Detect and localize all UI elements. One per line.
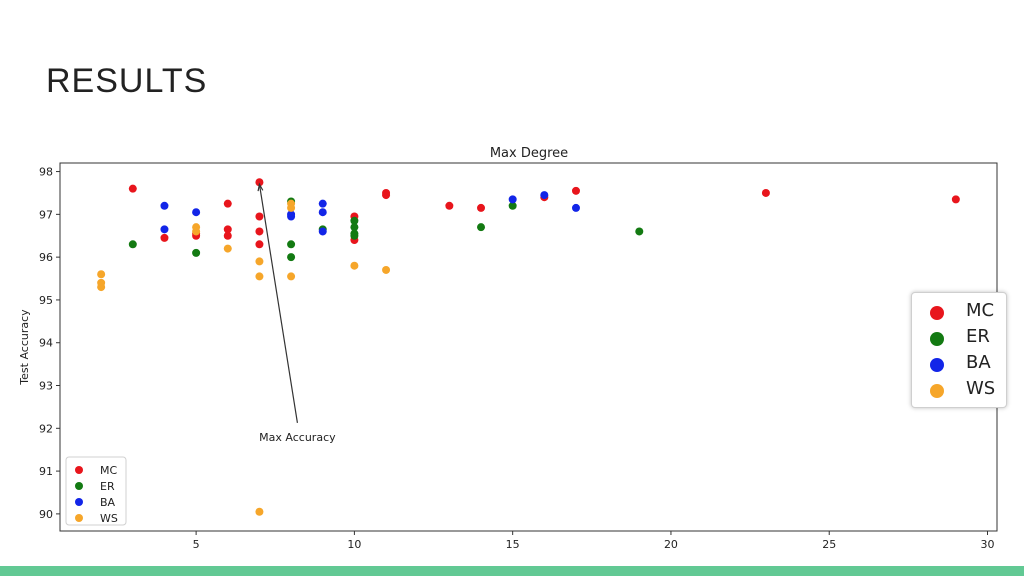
data-point-ws [223,244,232,253]
data-point-mc [255,212,264,221]
data-point-er [508,201,517,210]
data-points [97,178,960,516]
legend-item-ba: BA [912,351,1006,377]
y-tick-label: 96 [39,251,53,264]
footer-accent-bar [0,566,1024,576]
data-point-ws [255,272,264,281]
data-point-ws [350,261,359,270]
y-tick-label: 92 [39,422,53,435]
legend-label-mc: MC [966,300,995,321]
x-tick-label: 15 [506,538,520,551]
chart-legend: MC ER BA WS [65,456,127,526]
x-tick-label: 30 [981,538,995,551]
data-point-ws [97,270,106,279]
ba-marker-icon [930,358,944,372]
annotation-arrow [258,184,299,423]
data-point-ba [540,191,549,200]
legend-marker-er [75,482,83,490]
y-tick-label: 90 [39,508,53,521]
legend-label-ba: BA [100,496,116,509]
data-point-er [635,227,644,236]
annotation-text: Max Accuracy [259,431,336,444]
legend-label-mc: MC [100,464,117,477]
y-tick-label: 95 [39,294,53,307]
data-point-ws [287,203,296,212]
large-legend-overlay: MC ER BA WS [911,292,1007,408]
data-point-mc [160,233,169,242]
data-point-mc [223,199,232,208]
data-point-mc [477,203,486,212]
data-point-ba [160,225,169,234]
er-marker-icon [930,332,944,346]
data-point-ba [192,208,201,217]
chart-title: Max Degree [490,146,568,161]
max-accuracy-annotation: Max Accuracy [257,182,336,444]
legend-marker-mc [75,466,83,474]
data-point-ws [255,257,264,266]
legend-marker-ba [75,498,83,506]
data-point-ba [318,227,327,236]
data-point-er [287,240,296,249]
y-axis-label: Test Accuracy [18,309,31,386]
legend-marker-ws [75,514,83,522]
legend-label-ws: WS [100,512,118,525]
axis-ticks: 5 10 15 20 25 30 90 91 92 93 94 95 96 97 98 [39,166,995,551]
y-tick-label: 93 [39,380,53,393]
y-tick-label: 94 [39,337,53,350]
x-tick-label: 10 [347,538,361,551]
data-point-er [287,253,296,262]
legend-item-ws: WS [912,377,1006,403]
data-point-mc [571,186,580,195]
legend-label-ba: BA [966,352,991,373]
data-point-mc [951,195,960,204]
data-point-ba [287,212,296,221]
data-point-ws [97,283,106,292]
data-point-mc [445,201,454,210]
data-point-ba [318,199,327,208]
data-point-ba [160,201,169,210]
data-point-er [128,240,137,249]
y-tick-label: 98 [39,166,53,179]
y-tick-label: 91 [39,465,53,478]
data-point-ws [287,272,296,281]
data-point-mc [382,191,391,200]
data-point-er [350,216,359,225]
data-point-mc [255,178,264,187]
data-point-ba [508,195,517,204]
data-point-mc [223,225,232,234]
x-tick-label: 20 [664,538,678,551]
data-point-ba [571,203,580,212]
y-tick-label: 97 [39,208,53,221]
ws-marker-icon [930,384,944,398]
data-point-er [350,231,359,240]
annotation-arrowhead [257,182,264,192]
legend-label-er: ER [100,480,115,493]
data-point-er [192,248,201,257]
legend-item-er: ER [912,325,1006,351]
data-point-mc [255,227,264,236]
legend-item-mc: MC [912,299,1006,325]
plot-area-frame [59,162,998,532]
mc-marker-icon [930,306,944,320]
x-tick-label: 25 [822,538,836,551]
data-point-er [477,223,486,232]
data-point-mc [255,240,264,249]
slide-title: RESULTS [46,62,208,100]
data-point-mc [128,184,137,193]
x-tick-label: 5 [193,538,200,551]
data-point-ws [255,507,264,516]
data-point-ws [382,265,391,274]
data-point-er [350,223,359,232]
legend-box [65,456,127,526]
data-point-ba [318,208,327,217]
data-point-ws [192,227,201,236]
legend-label-er: ER [966,326,990,347]
legend-label-ws: WS [966,378,996,399]
data-point-mc [223,231,232,240]
data-point-mc [761,188,770,197]
